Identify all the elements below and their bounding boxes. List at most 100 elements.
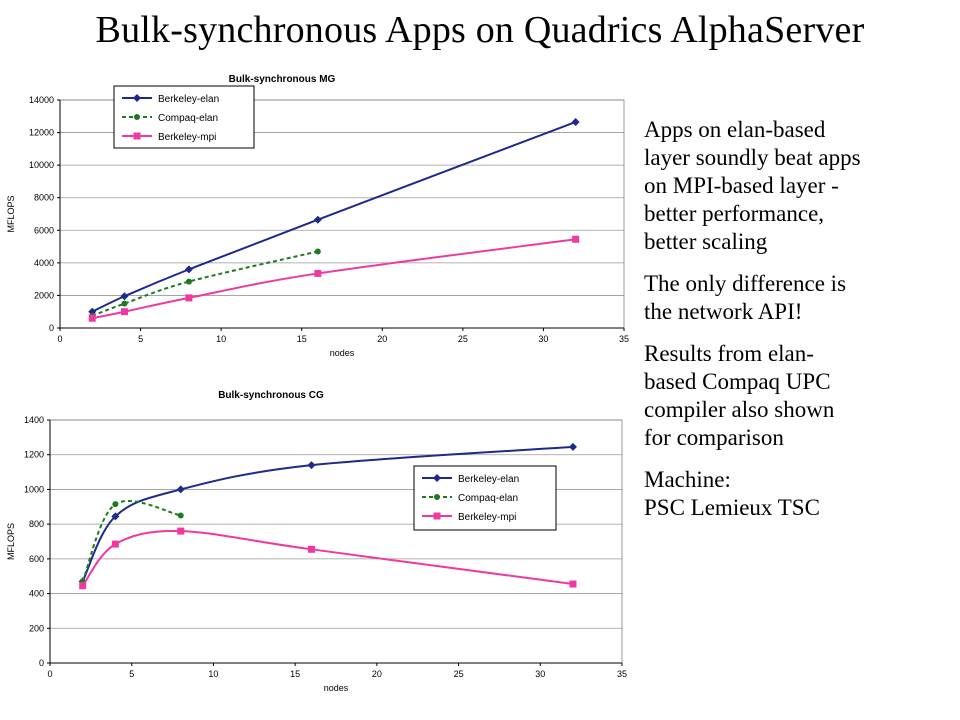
x-axis-label: nodes bbox=[330, 348, 355, 358]
y-tick-label: 1400 bbox=[24, 415, 44, 425]
y-tick-label: 14000 bbox=[29, 95, 54, 105]
chart-title: Bulk-synchronous MG bbox=[229, 74, 336, 85]
data-point bbox=[307, 545, 315, 553]
legend-marker bbox=[133, 94, 141, 102]
data-point bbox=[307, 461, 316, 470]
y-tick-label: 4000 bbox=[34, 258, 54, 268]
y-tick-label: 1000 bbox=[24, 484, 44, 494]
series-line bbox=[81, 499, 181, 582]
x-tick-label: 35 bbox=[617, 669, 627, 679]
data-point bbox=[121, 300, 128, 307]
x-tick-label: 10 bbox=[216, 334, 226, 344]
data-point bbox=[184, 265, 193, 274]
data-point bbox=[111, 540, 119, 548]
y-tick-label: 200 bbox=[29, 623, 44, 633]
data-point bbox=[112, 501, 119, 508]
x-tick-label: 15 bbox=[290, 669, 300, 679]
bullet-line: for comparison bbox=[644, 425, 784, 450]
y-tick-label: 12000 bbox=[29, 128, 54, 138]
x-tick-label: 35 bbox=[619, 334, 629, 344]
bullet-line: Machine: bbox=[644, 467, 731, 492]
bullet-line: Apps on elan-based bbox=[644, 117, 826, 142]
data-point bbox=[314, 269, 322, 277]
x-tick-label: 20 bbox=[377, 334, 387, 344]
series-line bbox=[81, 530, 574, 587]
chart-title: Bulk-synchronous CG bbox=[218, 390, 324, 401]
bullet-list: Apps on elan-based layer soundly beat app… bbox=[644, 116, 954, 536]
data-point bbox=[571, 117, 580, 126]
data-point bbox=[185, 278, 192, 285]
chart-bulk-synchronous-mg: Bulk-synchronous MG 0 2000 4000 6000 8000 1000… bbox=[6, 74, 629, 358]
y-tick-label: 0 bbox=[49, 323, 54, 333]
bullet-line: layer soundly beat apps bbox=[644, 145, 861, 170]
series-compaq-elan bbox=[79, 499, 184, 585]
y-tick-label: 10000 bbox=[29, 160, 54, 170]
x-tick-label: 30 bbox=[535, 669, 545, 679]
series-berkeley-mpi bbox=[88, 235, 580, 322]
x-tick-label: 10 bbox=[208, 669, 218, 679]
series-berkeley-mpi bbox=[79, 527, 577, 590]
bullet-paragraph: The only difference is the network API! bbox=[644, 270, 954, 326]
series-line bbox=[91, 121, 577, 313]
y-tick-label: 1200 bbox=[24, 450, 44, 460]
y-tick-label: 8000 bbox=[34, 193, 54, 203]
plot-area-border bbox=[49, 419, 623, 664]
x-axis-label: nodes bbox=[324, 683, 349, 693]
x-tick-label: 15 bbox=[297, 334, 307, 344]
legend-marker bbox=[134, 114, 140, 120]
series-berkeley-elan bbox=[88, 117, 580, 316]
data-point bbox=[572, 235, 580, 243]
bullet-line: based Compaq UPC bbox=[644, 369, 831, 394]
data-point bbox=[568, 442, 577, 451]
data-point bbox=[111, 512, 120, 521]
legend-label: Compaq-elan bbox=[458, 493, 518, 504]
legend-label: Compaq-elan bbox=[158, 113, 218, 124]
legend-label: Berkeley-elan bbox=[158, 94, 219, 105]
legend-label: Berkeley-mpi bbox=[458, 512, 516, 523]
bullet-line: on MPI-based layer - bbox=[644, 173, 839, 198]
x-tick-label: 25 bbox=[454, 669, 464, 679]
slide-title: Bulk-synchronous Apps on Quadrics AlphaS… bbox=[95, 9, 865, 51]
x-tick-label: 5 bbox=[129, 669, 134, 679]
data-point bbox=[176, 485, 185, 494]
bullet-line: better scaling bbox=[644, 229, 768, 254]
bullet-line: PSC Lemieux TSC bbox=[644, 495, 820, 520]
legend-marker bbox=[433, 474, 441, 482]
y-tick-label: 6000 bbox=[34, 225, 54, 235]
x-tick-label: 30 bbox=[538, 334, 548, 344]
x-tick-label: 0 bbox=[47, 669, 52, 679]
data-point bbox=[177, 512, 184, 519]
bullet-paragraph: Results from elan-based Compaq UPC compil… bbox=[644, 340, 954, 452]
y-tick-label: 400 bbox=[29, 589, 44, 599]
bullet-paragraph: Apps on elan-based layer soundly beat app… bbox=[644, 116, 954, 256]
bullet-line: the network API! bbox=[644, 299, 803, 324]
y-axis-label: MFLOPS bbox=[6, 195, 16, 232]
y-tick-label: 600 bbox=[29, 554, 44, 564]
data-point bbox=[569, 580, 577, 588]
bullet-line: compiler also shown bbox=[644, 397, 835, 422]
data-point bbox=[88, 307, 97, 316]
y-axis-label: MFLOPS bbox=[6, 523, 16, 560]
bullet-line: better performance, bbox=[644, 201, 825, 226]
legend: Berkeley-elan Compaq-elan Berkeley-mpi bbox=[113, 85, 255, 149]
data-point bbox=[177, 527, 185, 535]
series-line bbox=[91, 250, 319, 317]
data-point bbox=[120, 308, 128, 316]
y-tick-label: 800 bbox=[29, 519, 44, 529]
legend-marker bbox=[433, 512, 441, 520]
legend: Berkeley-elan Compaq-elan Berkeley-mpi bbox=[413, 465, 557, 531]
data-point bbox=[120, 292, 129, 301]
bullet-line: The only difference is bbox=[644, 271, 847, 296]
x-tick-label: 0 bbox=[57, 334, 62, 344]
bullet-paragraph: Machine: PSC Lemieux TSC bbox=[644, 466, 954, 522]
data-point bbox=[314, 248, 321, 255]
chart-bulk-synchronous-cg: Bulk-synchronous CG 0 200 400 600 800 1000 1200… bbox=[6, 390, 627, 693]
y-tick-label: 2000 bbox=[34, 290, 54, 300]
data-point bbox=[88, 314, 96, 322]
x-tick-label: 5 bbox=[138, 334, 143, 344]
legend-marker bbox=[133, 132, 141, 140]
bullet-line: Results from elan- bbox=[644, 341, 814, 366]
x-tick-label: 25 bbox=[458, 334, 468, 344]
data-point bbox=[185, 294, 193, 302]
data-point bbox=[79, 582, 87, 590]
